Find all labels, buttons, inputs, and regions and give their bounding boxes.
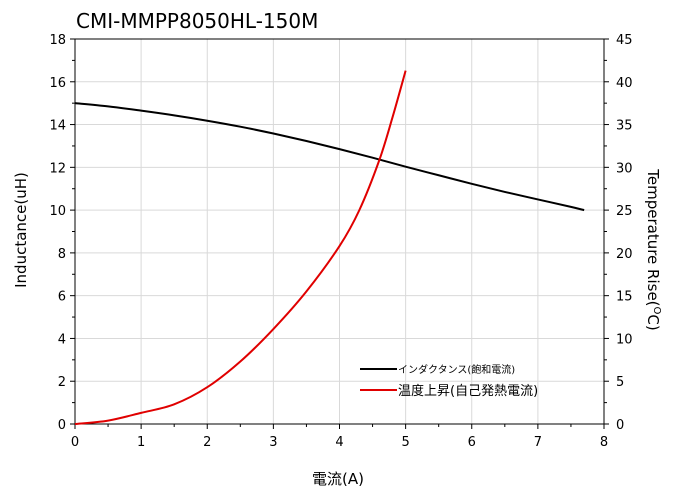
series-line-temperature [74,70,407,425]
ticks [70,38,609,429]
y-right-tick-label: 0 [616,418,624,433]
x-tick-label: 1 [137,435,145,450]
y-right-axis-title: Temperature Rise(OC) [644,168,662,330]
x-tick-label: 6 [468,435,476,450]
y-left-tick-label: 4 [58,332,66,347]
y-right-tick-label: 30 [616,161,633,176]
x-tick-label: 7 [534,435,542,450]
series-line-inductance [74,102,585,212]
y-right-tick-labels: 0 5 10 15 20 25 30 35 40 45 [616,33,633,433]
y-left-tick-label: 6 [58,290,66,305]
y-right-tick-label: 40 [616,76,633,91]
y-right-axis-title-unit: C) [644,314,662,330]
x-axis-title: 電流(A) [312,470,364,488]
y-left-tick-label: 16 [49,76,66,91]
x-tick-label: 0 [71,435,79,450]
chart-title: CMI-MMPP8050HL-150M [76,9,318,33]
legend-label-inductance: インダクタンス(飽和電流) [398,363,515,376]
y-left-tick-label: 12 [49,161,66,176]
y-right-tick-label: 15 [616,290,633,305]
y-left-axis-title: Inductance(uH) [12,172,30,288]
x-tick-label: 4 [335,435,343,450]
x-tick-label: 8 [600,435,608,450]
y-right-tick-label: 10 [616,332,633,347]
y-left-tick-label: 14 [49,119,66,134]
y-right-tick-label: 20 [616,247,633,262]
x-tick-label: 2 [203,435,211,450]
x-tick-labels: 0 1 2 3 4 5 6 7 8 [71,435,608,450]
y-right-tick-label: 5 [616,375,624,390]
x-tick-label: 3 [269,435,277,450]
y-left-tick-label: 2 [58,375,66,390]
y-left-tick-label: 0 [58,418,66,433]
y-right-tick-label: 45 [616,33,633,48]
x-tick-label: 5 [401,435,409,450]
y-right-axis-title-main: Temperature Rise( [644,168,662,306]
legend: インダクタンス(飽和電流) 温度上昇(自己発熱電流) [360,363,538,399]
y-left-tick-label: 8 [58,247,66,262]
y-left-tick-label: 10 [49,204,66,219]
y-left-tick-label: 18 [49,33,66,48]
y-right-axis-title-degree: O [651,307,662,315]
y-right-tick-label: 25 [616,204,633,219]
legend-label-temperature: 温度上昇(自己発熱電流) [398,383,538,399]
grid [75,39,604,424]
y-left-tick-labels: 0 2 4 6 8 10 12 14 16 18 [49,33,66,433]
series-layer [74,70,585,425]
y-right-tick-label: 35 [616,119,633,134]
